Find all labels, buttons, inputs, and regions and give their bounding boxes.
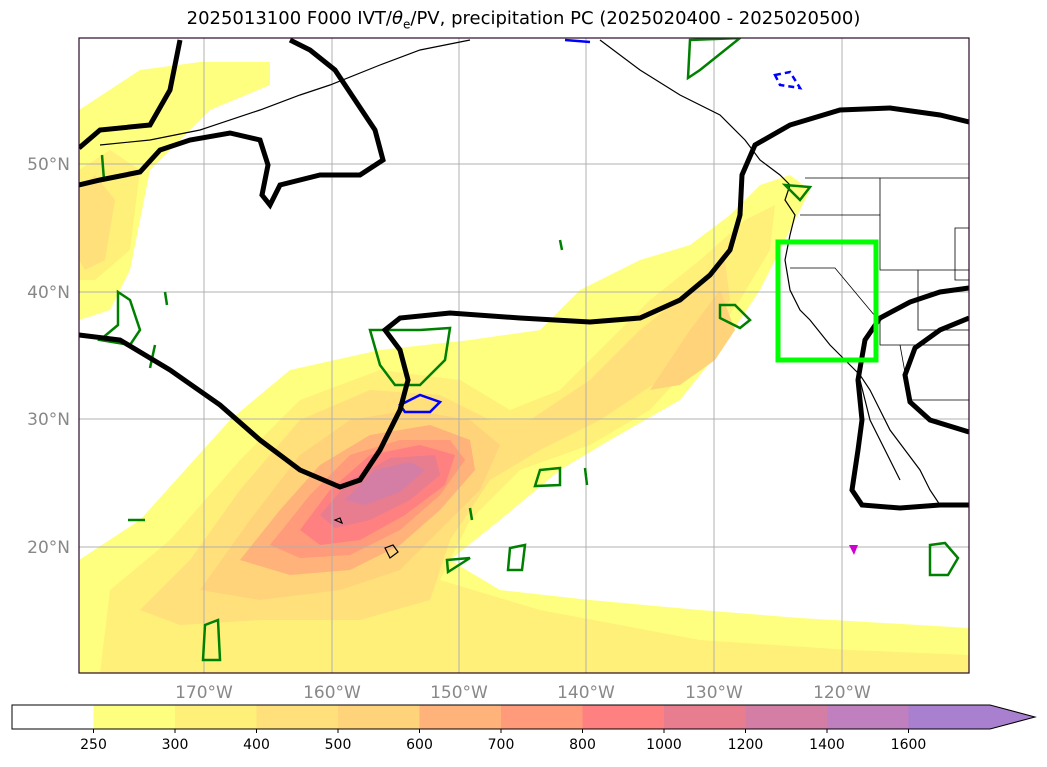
colorbar-segment [582, 705, 665, 729]
lon-label: 160°W [303, 683, 361, 703]
colorbar-segment [908, 705, 991, 729]
latitude-labels: 50°N 40°N 30°N 20°N [27, 155, 70, 558]
highlight-box [775, 239, 879, 363]
colorbar-segment [827, 705, 909, 729]
colorbar-extend-arrow [990, 705, 1035, 729]
longitude-labels: 170°W 160°W 150°W 140°W 130°W 120°W [175, 683, 871, 703]
lat-label: 30°N [27, 410, 70, 430]
map-title: 2025013100 F000 IVT/θe/PV, precipitation… [186, 8, 861, 32]
lon-label: 120°W [813, 683, 871, 703]
coastlines [99, 39, 941, 559]
lon-label: 130°W [685, 683, 743, 703]
colorbar-tick-label: 800 [569, 737, 596, 753]
lat-label: 20°N [27, 538, 70, 558]
colorbar-segment [12, 705, 94, 729]
lon-label: 170°W [175, 683, 233, 703]
colorbar-tick-label: 250 [80, 737, 107, 753]
lon-label: 150°W [430, 683, 488, 703]
pv-contours [79, 38, 969, 511]
colorbar-tick-label: 700 [488, 737, 515, 753]
map-frame [78, 37, 970, 674]
colorbar-tick-label: 1000 [646, 737, 682, 753]
lon-label: 140°W [557, 683, 615, 703]
colorbar-segment [501, 705, 583, 729]
lat-label: 40°N [27, 283, 70, 303]
colorbar-segment [338, 705, 420, 729]
colorbar-tick-label: 400 [243, 737, 270, 753]
state-borders [790, 177, 969, 401]
graticule [79, 38, 969, 673]
ivt-shading [79, 62, 969, 673]
ivt-level-400 [79, 175, 115, 270]
colorbar-outline [11, 704, 1037, 730]
ivt-level-1200 [345, 462, 425, 505]
colorbar: 250 300 400 500 600 700 800 1000 1200 1400 1600 [11, 704, 1037, 753]
lat-label: 50°N [27, 155, 70, 175]
colorbar-tick-label: 1600 [891, 737, 927, 753]
pv-magenta-marker [849, 545, 858, 555]
colorbar-segment [664, 705, 746, 729]
colorbar-segment [175, 705, 257, 729]
colorbar-tick-label: 300 [162, 737, 189, 753]
colorbar-tick-label: 1400 [809, 737, 845, 753]
theta-e-negative-contours [398, 38, 803, 414]
colorbar-segment [93, 705, 176, 729]
colorbar-tick-label: 500 [325, 737, 352, 753]
colorbar-segment [745, 705, 828, 729]
colorbar-tick-label: 1200 [728, 737, 764, 753]
colorbar-segment [419, 705, 502, 729]
colorbar-segment [256, 705, 339, 729]
colorbar-tick-label: 600 [406, 737, 433, 753]
